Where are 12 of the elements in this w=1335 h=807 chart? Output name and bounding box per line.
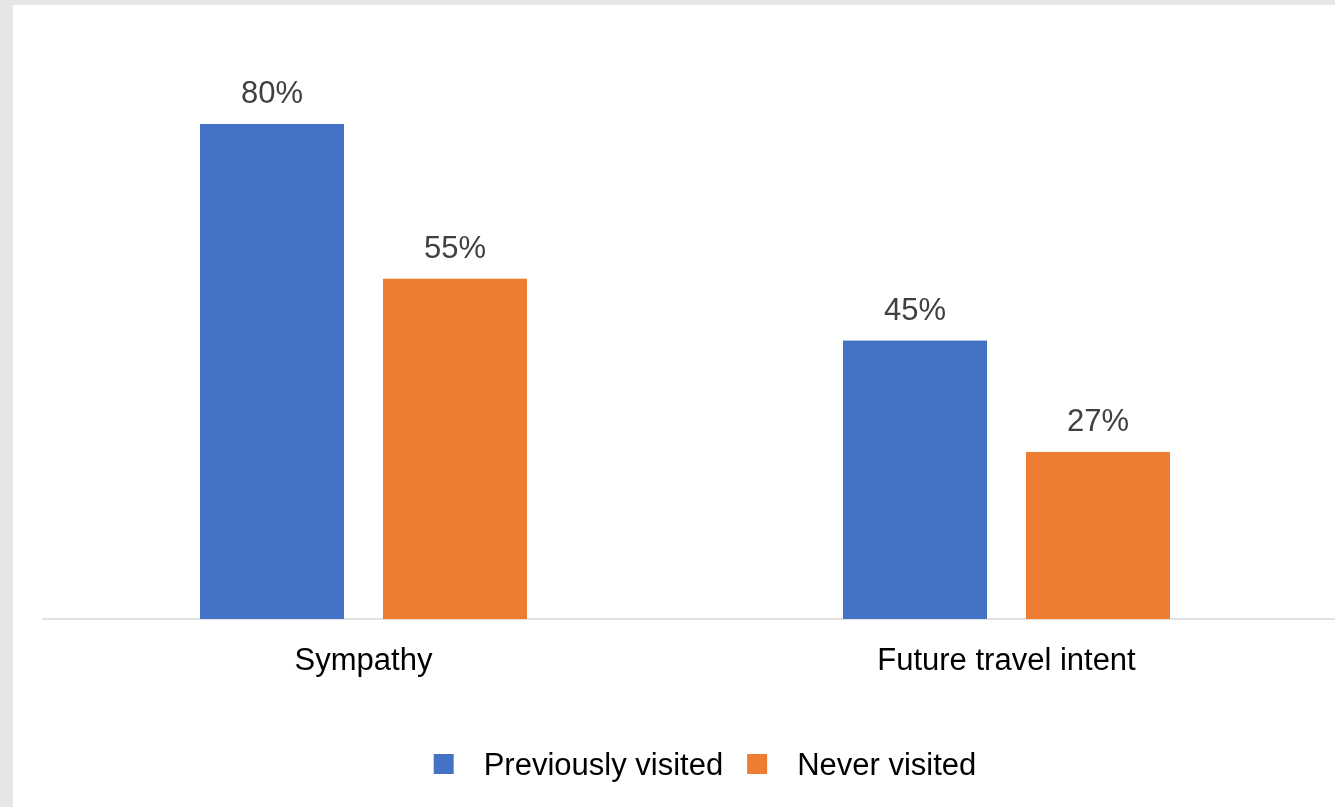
legend-label: Never visited	[797, 747, 977, 782]
bar	[1026, 451, 1170, 619]
x-tick-label: Future travel intent	[877, 642, 1137, 677]
data-label: 27%	[1066, 402, 1130, 438]
data-label: 80%	[240, 75, 304, 110]
bar	[843, 340, 987, 619]
x-tick-label: Sympathy	[294, 642, 433, 677]
data-label: 45%	[883, 291, 947, 327]
bar	[200, 124, 344, 619]
bar	[383, 278, 527, 619]
legend-label: Previously visited	[483, 747, 724, 782]
data-label: 55%	[423, 229, 487, 265]
